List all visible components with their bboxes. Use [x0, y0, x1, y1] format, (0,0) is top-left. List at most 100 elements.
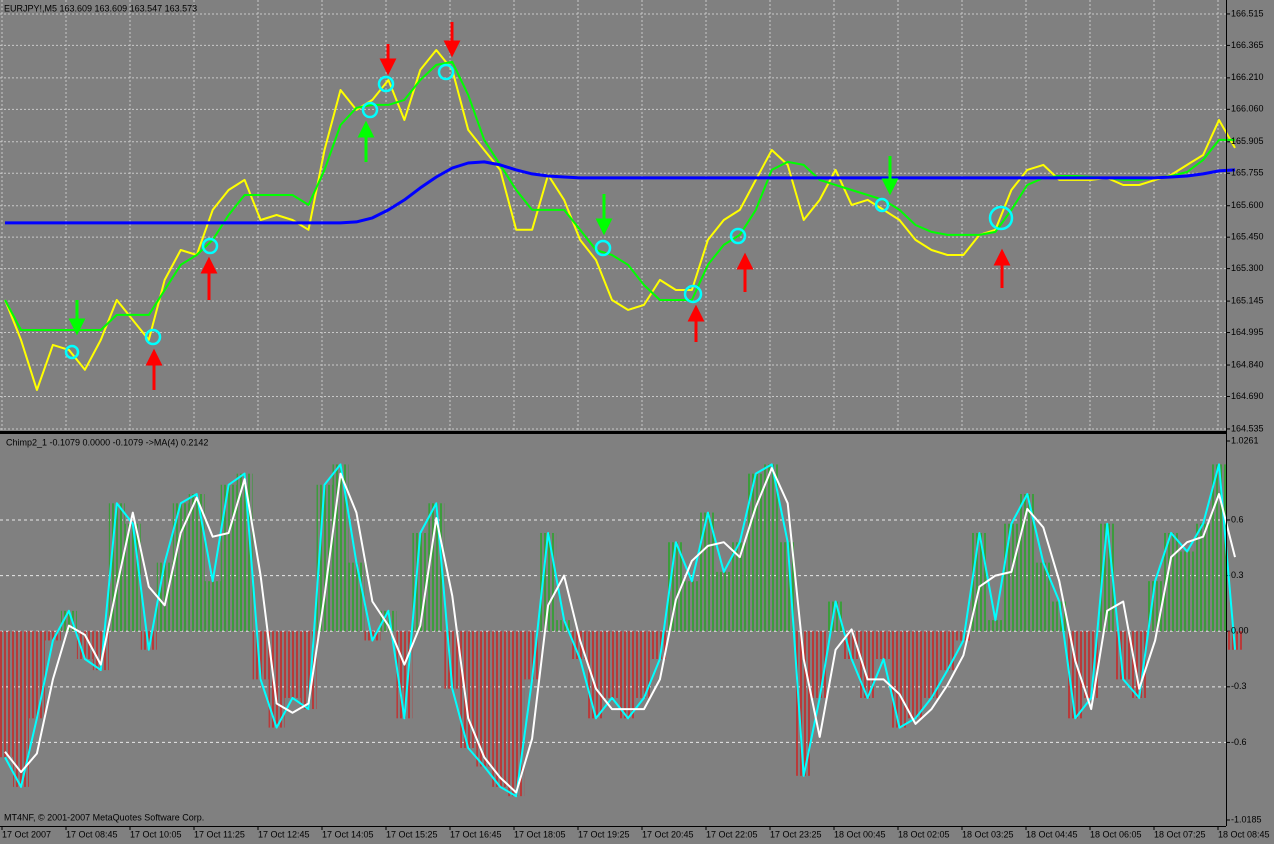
histogram-bar [859, 631, 876, 698]
x-tick-label: 17 Oct 15:25 [386, 829, 438, 839]
y-tick-label: 1.0261 [1231, 435, 1259, 445]
histogram-bar [268, 631, 285, 728]
histogram-bar [1211, 464, 1228, 632]
y-tick-label: 165.145 [1231, 295, 1264, 305]
histogram-bar [1163, 532, 1180, 632]
histogram-bar [843, 631, 860, 660]
histogram-bar [220, 484, 237, 632]
signal-circle [361, 101, 379, 119]
indicator-header: Chimp2_1 -0.1079 0.0000 -0.1079 ->MA(4) … [6, 437, 208, 447]
histogram-bar [1131, 631, 1148, 698]
y-tick-label: 165.755 [1231, 168, 1264, 178]
y-tick-label: 164.690 [1231, 391, 1264, 401]
x-tick-label: 18 Oct 03:25 [962, 829, 1014, 839]
y-tick-label: 164.840 [1231, 359, 1264, 369]
histogram-bar [620, 631, 636, 719]
signal-circle [144, 328, 162, 346]
histogram-bar [604, 631, 620, 698]
signal-circle [874, 197, 890, 213]
histogram-bar [763, 464, 780, 632]
histogram-bar [635, 631, 652, 698]
buy-arrows [145, 22, 1011, 390]
histogram-bar [76, 631, 93, 660]
x-tick-label: 18 Oct 02:05 [898, 829, 950, 839]
y-tick-label: 166.365 [1231, 40, 1264, 50]
histogram-bar [939, 631, 956, 671]
x-tick-label: 18 Oct 08:45 [1218, 829, 1270, 839]
y-tick-label: -1.0185 [1231, 814, 1262, 824]
histogram-bar [875, 631, 892, 660]
signal-circle [64, 344, 80, 360]
copyright: MT4NF, © 2001-2007 MetaQuotes Software C… [4, 812, 204, 822]
histogram-bar [1067, 631, 1084, 719]
signal-circle [437, 63, 455, 81]
y-tick-label: 0.3 [1231, 570, 1244, 580]
histogram-bar [699, 512, 716, 632]
histogram-bar [747, 473, 764, 632]
y-tick-label: 165.600 [1231, 200, 1264, 210]
x-tick-label: 17 Oct 10:05 [130, 829, 182, 839]
histogram-bar [556, 620, 573, 632]
series-line [4, 49, 1236, 391]
x-tick-label: 18 Oct 06:05 [1090, 829, 1142, 839]
y-tick-label: 0.6 [1231, 514, 1244, 524]
histogram-bar [795, 631, 812, 776]
histogram-bar [1035, 562, 1052, 632]
histogram-bar [0, 631, 13, 758]
histogram-bar [284, 631, 301, 698]
histogram-bar [460, 631, 477, 748]
histogram-bar [683, 581, 700, 632]
histogram-bar [60, 610, 77, 632]
x-tick-label: 17 Oct 2007 [2, 829, 51, 839]
x-tick-label: 17 Oct 11:25 [194, 829, 245, 839]
x-tick-label: 17 Oct 14:05 [322, 829, 374, 839]
y-tick-label: 166.515 [1231, 8, 1264, 18]
signal-circle [729, 227, 747, 245]
y-tick-label: -0.3 [1231, 681, 1247, 691]
histogram-bar [1003, 523, 1020, 632]
histogram-bar [412, 532, 429, 632]
y-tick-label: 166.060 [1231, 104, 1264, 114]
histogram-bar [1195, 523, 1212, 632]
histogram-bar [172, 503, 189, 632]
histogram-bar [316, 484, 333, 632]
histogram-bar [987, 620, 1004, 632]
x-tick-label: 17 Oct 23:25 [770, 829, 822, 839]
y-tick-label: 165.905 [1231, 136, 1264, 146]
signal-circle [683, 284, 703, 304]
histogram-bar [891, 631, 908, 728]
y-tick-label: 0.00 [1231, 626, 1249, 636]
signal-markers [64, 63, 1014, 360]
y-tick-label: 165.300 [1231, 263, 1264, 273]
y-tick-label: 164.535 [1231, 423, 1264, 433]
price-header: EURJPY!,M5 163.609 163.609 163.547 163.5… [4, 3, 197, 13]
histogram-bar [731, 542, 748, 632]
histogram-bar [348, 562, 365, 632]
x-tick-label: 17 Oct 18:05 [514, 829, 566, 839]
signal-arrows-green [68, 120, 899, 336]
histogram-bar [380, 610, 397, 632]
y-tick-label: 164.995 [1231, 327, 1264, 337]
y-tick-label: 165.450 [1231, 232, 1264, 242]
signal-circle [594, 239, 612, 257]
series-line [4, 60, 1235, 331]
signal-circle [377, 75, 395, 93]
signal-circle [988, 205, 1014, 231]
histogram-bar [1099, 523, 1116, 632]
series-line [5, 160, 1236, 225]
histogram-bar [44, 631, 61, 641]
histogram-bar [140, 631, 157, 650]
signal-arrows [68, 22, 1011, 390]
x-tick-label: 17 Oct 16:45 [450, 829, 502, 839]
histogram-bar [1179, 551, 1196, 632]
signal-circle [201, 237, 219, 255]
histogram-bar [188, 494, 205, 632]
x-tick-label: 18 Oct 04:45 [1026, 829, 1078, 839]
y-tick-label: -0.6 [1231, 737, 1247, 747]
x-tick-label: 17 Oct 08:45 [66, 829, 118, 839]
histogram-bar [588, 631, 605, 719]
histogram-bar [252, 631, 269, 680]
